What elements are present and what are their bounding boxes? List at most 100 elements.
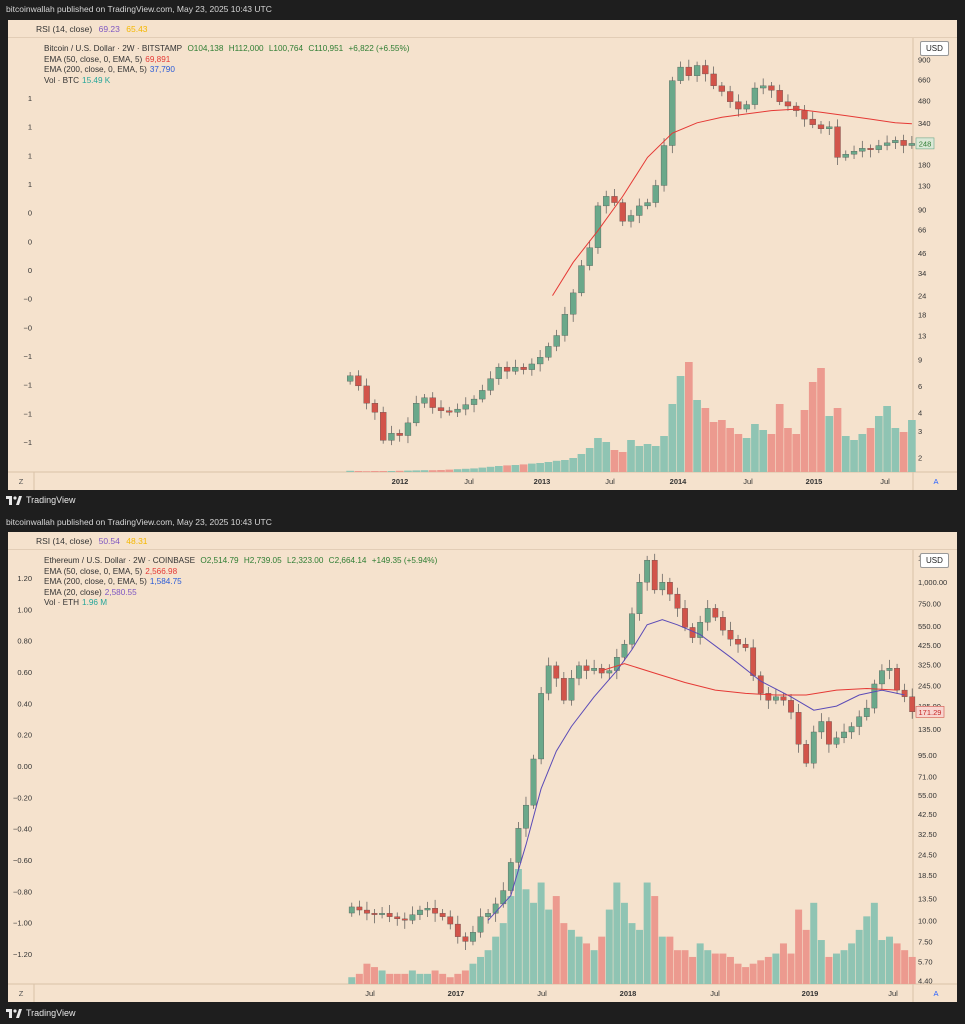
candle	[735, 101, 742, 110]
volume-bar	[499, 923, 507, 984]
candle	[718, 85, 725, 92]
left-scale-tick-label: −0.60	[13, 856, 32, 865]
candle	[380, 412, 387, 441]
eth-chart-panel[interactable]: RSI (14, close) 50.54 48.31 1,400.001,00…	[8, 532, 957, 1002]
volume-bar	[800, 410, 809, 472]
volume-bar	[883, 406, 891, 472]
last-price-value: 248	[919, 139, 932, 148]
candle	[712, 608, 719, 618]
ema50-line	[601, 663, 898, 696]
volume-bar	[863, 916, 871, 984]
candle	[859, 148, 866, 152]
ohlc-high: H112,000	[228, 44, 264, 53]
volume-bar	[734, 963, 742, 984]
candle	[537, 357, 544, 365]
left-scale-tick-label: −0	[23, 323, 32, 332]
currency-button[interactable]: USD	[920, 553, 949, 568]
candle	[627, 215, 635, 222]
candle	[470, 932, 476, 942]
volume-bar	[719, 953, 727, 984]
ohlc-high: H2,739.05	[243, 556, 282, 565]
price-tick-label: 71.00	[918, 772, 937, 781]
currency-button[interactable]: USD	[920, 41, 949, 56]
left-scale-tick-label: 1	[28, 151, 32, 160]
candle	[826, 126, 833, 129]
candle	[660, 145, 668, 186]
candle	[793, 105, 800, 111]
left-scale-tick-label: 1	[28, 94, 32, 103]
volume-bar	[757, 960, 765, 984]
candle	[834, 126, 841, 158]
candle	[404, 422, 412, 436]
candle	[702, 65, 709, 75]
eth-candlestick-chart[interactable]: 1,400.001,000.00750.00550.00425.00325.00…	[8, 532, 957, 1002]
price-tick-label: 660	[918, 76, 931, 85]
volume-bar	[709, 422, 718, 472]
btc-chart-panel[interactable]: RSI (14, close) 69.23 65.43 900 660 480 340…	[8, 20, 957, 490]
candle	[780, 696, 787, 701]
candle	[863, 707, 870, 717]
volume-bar	[470, 468, 478, 472]
candle	[446, 410, 453, 413]
price-tick-label: 7.50	[918, 937, 933, 946]
volume-bar	[477, 956, 485, 984]
volume-value: 15.49 K	[82, 75, 111, 85]
time-tick-label: 2013	[534, 477, 551, 486]
chart-legend: Bitcoin / U.S. Dollar · 2W · BITSTAMP O1…	[44, 44, 413, 86]
volume-bar	[445, 469, 454, 472]
candle	[619, 202, 626, 222]
volume-bar	[569, 458, 578, 472]
volume-bar	[424, 973, 432, 984]
candle	[743, 104, 750, 110]
candle	[586, 247, 593, 266]
volume-bar	[832, 953, 840, 984]
candle	[867, 148, 874, 150]
volume-bar	[693, 400, 701, 472]
volume-bar	[858, 434, 867, 472]
candle	[760, 85, 767, 89]
volume-bar	[908, 420, 916, 472]
volume-bar	[775, 404, 784, 472]
candle	[871, 683, 878, 709]
candle	[809, 118, 816, 125]
time-tick-label: 2019	[802, 989, 819, 998]
ema200-label: EMA (200, close, 0, EMA, 5)	[44, 577, 147, 586]
volume-bar	[536, 463, 544, 472]
volume-bar	[530, 902, 538, 984]
volume-bar	[660, 436, 668, 472]
volume-bar	[362, 471, 371, 472]
volume-bar	[701, 408, 710, 472]
candle	[727, 91, 734, 102]
volume-bar	[751, 424, 759, 472]
rsi-label: RSI (14, close)	[36, 24, 93, 34]
time-tick-label: 2015	[806, 477, 823, 486]
left-scale-tick-label: −1	[23, 409, 32, 418]
candle	[429, 397, 436, 408]
candle	[379, 913, 385, 915]
volume-bar	[784, 428, 792, 472]
volume-bar	[561, 460, 569, 472]
ohlc-low: L100,764	[268, 44, 304, 53]
price-tick-label: 90	[918, 205, 926, 214]
price-tick-label: 18	[918, 310, 926, 319]
volume-bar	[734, 434, 743, 472]
ema50-label: EMA (50, close, 0, EMA, 5)	[44, 54, 143, 64]
volume-bar	[651, 896, 659, 984]
candle	[666, 582, 673, 595]
time-tick-label: Jul	[710, 989, 720, 998]
btc-candlestick-chart[interactable]: 900 660 480 340 248 180 130 90 66 46 34 24 18 13 9 6 4 3 2…	[8, 20, 957, 490]
candle	[856, 716, 863, 727]
candle	[765, 693, 772, 701]
tradingview-icon	[6, 1008, 22, 1018]
time-tick-label: Jul	[880, 477, 890, 486]
candle	[594, 205, 602, 248]
volume-bar	[393, 973, 401, 984]
volume-bar	[886, 936, 893, 984]
left-scale-tick-label: 0	[28, 266, 32, 275]
left-scale-tick-label: 0.60	[17, 668, 32, 677]
candle	[545, 346, 552, 358]
candle	[848, 726, 855, 733]
volume-bar	[901, 950, 909, 984]
left-scale-tick-label: −1.20	[13, 950, 32, 959]
volume-bar	[666, 936, 674, 984]
